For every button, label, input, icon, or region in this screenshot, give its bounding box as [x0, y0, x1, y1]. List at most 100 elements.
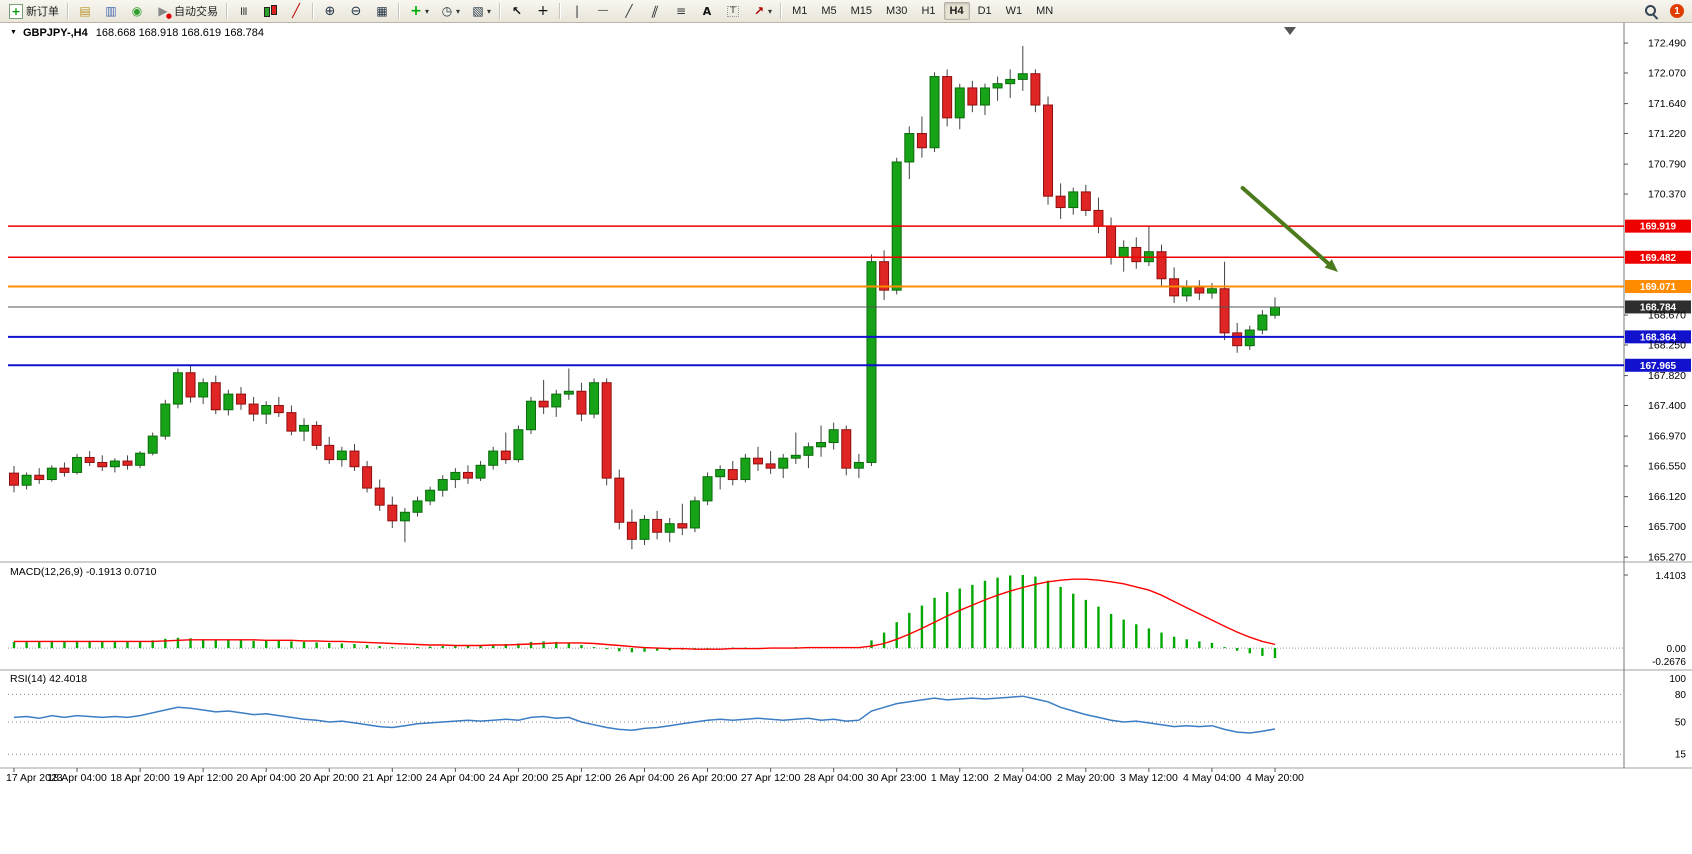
profiles-icon — [103, 3, 119, 19]
candle-up — [135, 452, 146, 466]
candle-up — [526, 400, 537, 431]
candle-down — [1043, 104, 1054, 197]
candle-down — [1194, 286, 1205, 294]
candle-down — [576, 390, 587, 415]
channel-button[interactable] — [643, 0, 667, 22]
svg-text:166.970: 166.970 — [1648, 431, 1686, 443]
candle-up — [1017, 73, 1028, 80]
candlestick-chart-icon — [262, 3, 278, 19]
candle-down — [652, 518, 663, 533]
zoom-in-button[interactable] — [318, 0, 342, 22]
candle-down — [84, 456, 95, 463]
timeframe-h1-button[interactable]: H1 — [921, 5, 936, 17]
rsi-label: RSI(14) — [10, 673, 47, 685]
auto-trading-button[interactable]: 自动交易 — [151, 0, 222, 22]
fibonacci-button[interactable] — [669, 0, 693, 22]
zoom-out-icon — [348, 3, 364, 19]
new-chart-button[interactable] — [73, 0, 97, 22]
candle-down — [626, 521, 637, 540]
timeframe-m5-button[interactable]: M5 — [821, 5, 837, 17]
trendline-button[interactable] — [617, 0, 641, 22]
horizontal-line-button[interactable] — [591, 0, 615, 22]
navigator-button[interactable] — [125, 0, 149, 22]
arrow-object-icon — [751, 3, 767, 19]
new-order-button[interactable]: 新订单 — [5, 0, 63, 22]
timeframe-mn-button[interactable]: MN — [1036, 5, 1054, 17]
candle-up — [1206, 288, 1217, 294]
candle-up — [488, 450, 499, 466]
text-label-button[interactable] — [721, 0, 745, 22]
line-chart-button[interactable] — [284, 0, 308, 22]
timeframe-m1-button[interactable]: M1 — [792, 5, 808, 17]
auto-trading-icon — [155, 3, 172, 20]
timeframe-h4-button[interactable]: H4 — [943, 2, 970, 20]
chart-shift-marker[interactable] — [1284, 27, 1296, 35]
candle-up — [702, 476, 713, 502]
new-order-label: 新订单 — [26, 6, 59, 18]
svg-text:21 Apr 12:00: 21 Apr 12:00 — [363, 772, 423, 784]
timeframe-d1-button[interactable]: D1 — [977, 5, 992, 17]
rsi-value: 42.4018 — [49, 673, 88, 685]
candle-down — [462, 471, 473, 479]
candle-down — [601, 382, 612, 479]
svg-text:24 Apr 04:00: 24 Apr 04:00 — [426, 772, 486, 784]
notification-badge[interactable]: 1 — [1670, 4, 1684, 18]
vertical-line-button[interactable] — [565, 0, 589, 22]
rsi-panel: 100 80 50 15 — [8, 674, 1686, 761]
svg-text:4 May 04:00: 4 May 04:00 — [1183, 772, 1241, 784]
candle-up — [513, 429, 524, 461]
timeframe-w1-button[interactable]: W1 — [1005, 5, 1023, 17]
search-button[interactable] — [1639, 0, 1663, 22]
candlestick-chart-button[interactable] — [258, 0, 282, 22]
price-badge — [1625, 219, 1691, 233]
svg-text:20 Apr 20:00: 20 Apr 20:00 — [299, 772, 359, 784]
svg-text:171.220: 171.220 — [1648, 128, 1686, 140]
svg-text:165.270: 165.270 — [1648, 552, 1686, 564]
candle-up — [778, 457, 789, 469]
candle-down — [324, 444, 335, 461]
candle-up — [853, 461, 864, 469]
candle-down — [538, 400, 549, 408]
horizontal-lines[interactable]: 169.919 169.482 169.071 168.364 167.965 168.7… — [8, 219, 1691, 372]
rsi-line — [13, 695, 1276, 734]
panel-separators[interactable] — [0, 22, 1692, 769]
candle-up — [803, 446, 814, 456]
arrow-annotation[interactable] — [1240, 185, 1338, 272]
candle-down — [1219, 288, 1230, 334]
crosshair-button[interactable] — [531, 0, 555, 22]
text-button[interactable] — [695, 0, 719, 22]
candle-down — [614, 477, 625, 523]
templates-button[interactable]: ▾ — [466, 0, 495, 22]
vertical-line-icon — [569, 3, 585, 19]
timeframe-m15-button[interactable]: M15 — [850, 5, 873, 17]
profiles-button[interactable] — [99, 0, 123, 22]
svg-text:50: 50 — [1675, 718, 1687, 729]
zoom-out-button[interactable] — [344, 0, 368, 22]
candle-down — [841, 429, 852, 469]
candle-down — [362, 466, 373, 489]
svg-text:28 Apr 04:00: 28 Apr 04:00 — [804, 772, 864, 784]
bar-chart-button[interactable] — [232, 0, 256, 22]
candle-down — [248, 403, 259, 415]
periods-button[interactable]: ▾ — [435, 0, 464, 22]
fibonacci-icon — [673, 3, 689, 19]
candle-up — [437, 479, 448, 491]
indicators-button[interactable]: ▾ — [404, 0, 433, 22]
candle-up — [1118, 246, 1129, 258]
candle-up — [563, 390, 574, 395]
svg-text:26 Apr 20:00: 26 Apr 20:00 — [678, 772, 738, 784]
svg-text:0.00: 0.00 — [1667, 644, 1687, 655]
tile-windows-button[interactable] — [370, 0, 394, 22]
timeframe-m30-button[interactable]: M30 — [886, 5, 908, 17]
candle-down — [1093, 209, 1104, 227]
candle-up — [866, 261, 877, 463]
one-click-trading-toggle[interactable]: ▼ — [10, 29, 17, 36]
svg-text:172.070: 172.070 — [1648, 67, 1686, 79]
price-scale[interactable]: 172.490 172.070 171.640 171.220 170.790 170.3… — [1624, 38, 1686, 564]
candle-down — [1232, 332, 1243, 347]
cursor-button[interactable] — [505, 0, 529, 22]
arrows-button[interactable]: ▾ — [747, 0, 776, 22]
macd-values: -0.1913 0.0710 — [85, 566, 157, 578]
